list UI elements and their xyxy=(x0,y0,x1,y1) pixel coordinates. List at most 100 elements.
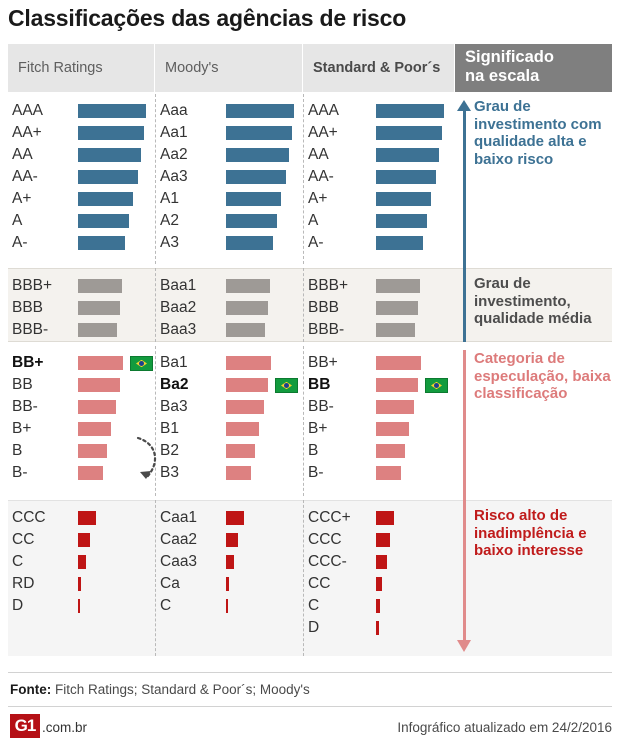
column-header-fitch-label: Fitch Ratings xyxy=(18,60,103,76)
meaning-text: Categoria de especulação, baixa classifi… xyxy=(474,350,611,402)
rating-label: AA+ xyxy=(308,124,338,141)
rating-label: B+ xyxy=(12,420,32,437)
rating-bar xyxy=(78,555,86,569)
rating-bar xyxy=(226,444,255,458)
rating-label: Caa1 xyxy=(160,509,198,526)
rating-label: A xyxy=(12,212,23,229)
rating-bar xyxy=(78,422,111,436)
meaning-text: Risco alto de inadimplência e baixo inte… xyxy=(474,507,587,559)
rating-bar xyxy=(78,577,81,591)
rating-label: CC xyxy=(308,575,331,592)
rating-bar xyxy=(78,236,125,250)
source-divider xyxy=(8,672,612,673)
rating-label: RD xyxy=(12,575,35,592)
column-header-standard-poors-label: Standard & Poor´s xyxy=(313,60,441,76)
rating-label: BB+ xyxy=(308,354,338,371)
column-header-fitch: Fitch Ratings xyxy=(8,44,154,92)
rating-bar xyxy=(78,599,80,613)
rating-bar xyxy=(226,555,234,569)
rating-label: A+ xyxy=(308,190,328,207)
rating-label: AA+ xyxy=(12,124,42,141)
rating-bar xyxy=(376,192,431,206)
rating-label: Ba1 xyxy=(160,354,188,371)
rating-bar xyxy=(226,422,259,436)
rating-label: A- xyxy=(308,234,324,251)
rating-label: Baa3 xyxy=(160,321,197,338)
rating-bar xyxy=(226,236,273,250)
block-investment-grade: AAA AA+ AA AA- A+ A A- Aaa Aa1 Aa2 Aa3 A1 A2 A3 AAA AA+… xyxy=(8,94,612,264)
rating-bar xyxy=(376,236,423,250)
rating-bar xyxy=(376,599,380,613)
rating-label: BB xyxy=(308,376,331,393)
rating-bar xyxy=(78,192,133,206)
rating-label: AAA xyxy=(308,102,340,119)
rating-bar xyxy=(226,400,264,414)
rating-bar xyxy=(226,533,238,547)
rating-bar xyxy=(78,170,138,184)
rating-label: CCC xyxy=(12,509,46,526)
source-label: Fonte: xyxy=(10,682,52,697)
rating-bar xyxy=(376,511,394,525)
meaning-cell: Categoria de especulação, baixa classifi… xyxy=(474,350,614,403)
meaning-text: Grau de investimento com qualidade alta … xyxy=(474,98,602,168)
rating-bar xyxy=(226,599,228,613)
column-divider xyxy=(303,268,304,342)
rating-bar xyxy=(376,621,379,635)
rating-bar xyxy=(376,555,387,569)
arrow-up-icon xyxy=(457,100,471,111)
rating-bar xyxy=(376,104,444,118)
rating-label: AA xyxy=(12,146,33,163)
block-medium-grade: BBB+ BBB BBB- Baa1 Baa2 Baa3 BBB+ BBB BBB- Grau d… xyxy=(8,268,612,342)
column-divider xyxy=(155,346,156,496)
block-high-risk: CCC CC C RD D Caa1 Caa2 Caa3 Ca C CCC+ CCC CCC- CC C D R… xyxy=(8,500,612,656)
header-divider-2 xyxy=(302,46,303,90)
rating-bar xyxy=(78,323,117,337)
column-divider xyxy=(303,94,304,264)
rating-label: AA xyxy=(308,146,329,163)
footer-divider xyxy=(8,706,612,707)
rating-bar xyxy=(78,301,120,315)
rating-bar xyxy=(226,214,277,228)
rating-bar xyxy=(78,533,90,547)
rating-label: B xyxy=(308,442,319,459)
rating-label: A xyxy=(308,212,319,229)
column-header-standard-poors: Standard & Poor´s xyxy=(303,44,454,92)
rating-label: BB+ xyxy=(12,354,44,371)
column-divider xyxy=(155,94,156,264)
rating-bar xyxy=(376,148,439,162)
rating-bar xyxy=(376,323,415,337)
column-header-moodys: Moody's xyxy=(155,44,302,92)
g1-domain: .com.br xyxy=(42,720,88,735)
rating-label: CCC+ xyxy=(308,509,351,526)
rating-label: A- xyxy=(12,234,28,251)
rating-bar xyxy=(78,356,123,370)
rating-label: Caa2 xyxy=(160,531,198,548)
rating-label: AA- xyxy=(308,168,334,185)
rating-label: A+ xyxy=(12,190,32,207)
rating-bar xyxy=(78,378,120,392)
ratings-chart: AAA AA+ AA AA- A+ A A- Aaa Aa1 Aa2 Aa3 A1 A2 A3 AAA AA+… xyxy=(8,94,612,662)
block-speculative: BB+ BB BB- B+ B B- Ba1 Ba2 Ba3 B1 B2 B3 BB+ BB BB- B+ B B… xyxy=(8,346,612,496)
rating-label: Aa1 xyxy=(160,124,188,141)
rating-label: BBB xyxy=(308,299,340,316)
header-divider-1 xyxy=(154,46,155,90)
downgrade-arrow-icon xyxy=(136,436,156,480)
rating-label: BBB+ xyxy=(308,277,349,294)
rating-label: A2 xyxy=(160,212,179,229)
rating-bar xyxy=(376,400,414,414)
rating-label: B2 xyxy=(160,442,179,459)
arrow-down-icon xyxy=(457,640,471,652)
column-header-band: Fitch Ratings Moody's Standard & Poor´s … xyxy=(8,44,612,92)
rating-bar xyxy=(78,104,146,118)
rating-bar xyxy=(376,214,427,228)
flag-globe xyxy=(434,383,439,388)
column-divider xyxy=(155,268,156,342)
rating-bar xyxy=(226,104,294,118)
rating-label: B1 xyxy=(160,420,179,437)
updated-date: Infográfico atualizado em 24/2/2016 xyxy=(397,720,612,735)
brazil-flag-icon xyxy=(275,378,298,393)
rating-bar xyxy=(376,301,418,315)
rating-label: CCC xyxy=(308,531,342,548)
rating-label: BBB- xyxy=(12,321,49,338)
